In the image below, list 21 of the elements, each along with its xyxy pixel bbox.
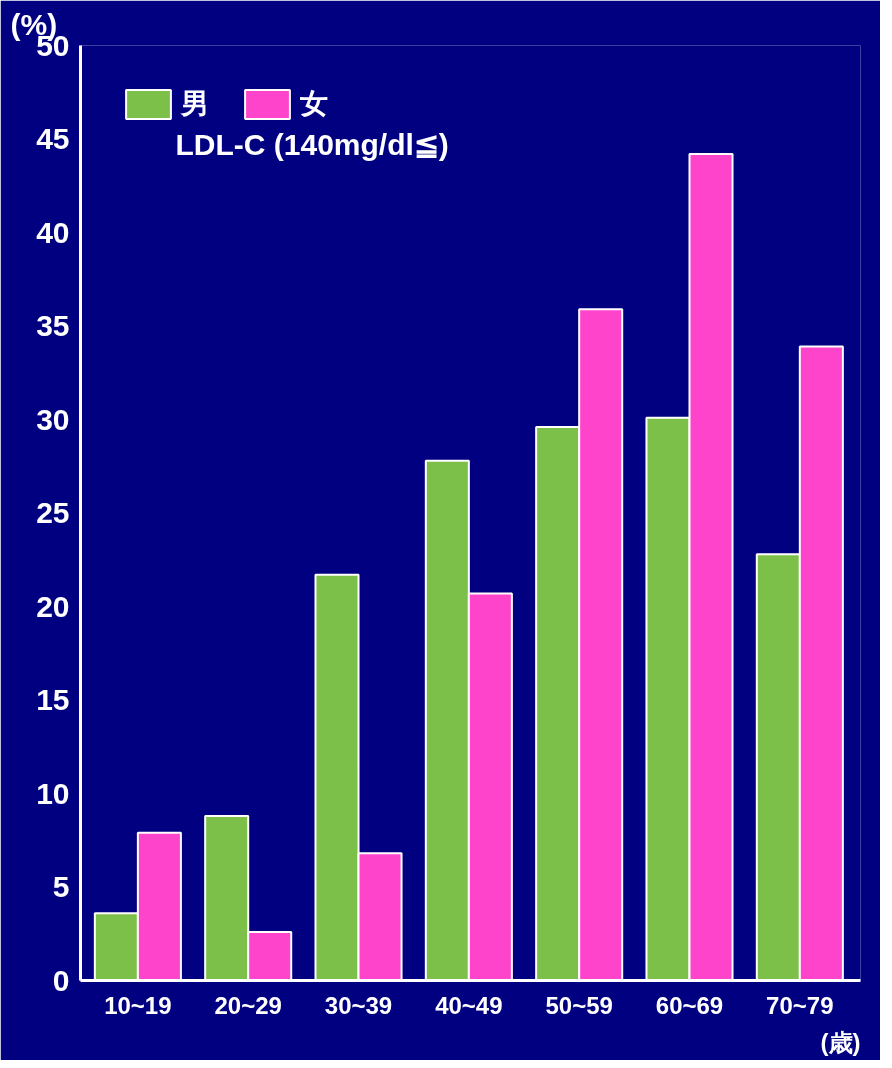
x-axis-title: (歳) [820,1028,861,1056]
annotation: LDL-C (140mg/dl≦) [175,127,449,161]
legend-label: 女 [300,87,328,121]
legend-label: 男 [181,87,209,121]
y-tick-label: 35 [36,309,70,342]
y-tick-label: 40 [36,215,70,249]
x-tick-label: 10~19 [104,991,172,1019]
x-tick-label: 60~69 [655,991,724,1019]
y-tick-label: 30 [36,402,70,436]
y-tick-label: 20 [36,589,70,623]
y-tick-label: 10 [36,776,70,810]
x-tick-label: 50~59 [545,991,613,1019]
x-tick-label: 70~79 [766,991,834,1019]
y-tick-label: 25 [36,496,70,529]
y-tick-label: 15 [36,683,70,716]
y-tick-label: 0 [52,963,70,997]
x-tick-label: 20~29 [214,991,282,1019]
y-tick-label: 45 [36,122,70,155]
x-tick-label: 40~49 [435,991,503,1019]
x-tick-label: 30~39 [324,991,393,1019]
y-tick-label: 5 [52,870,70,903]
